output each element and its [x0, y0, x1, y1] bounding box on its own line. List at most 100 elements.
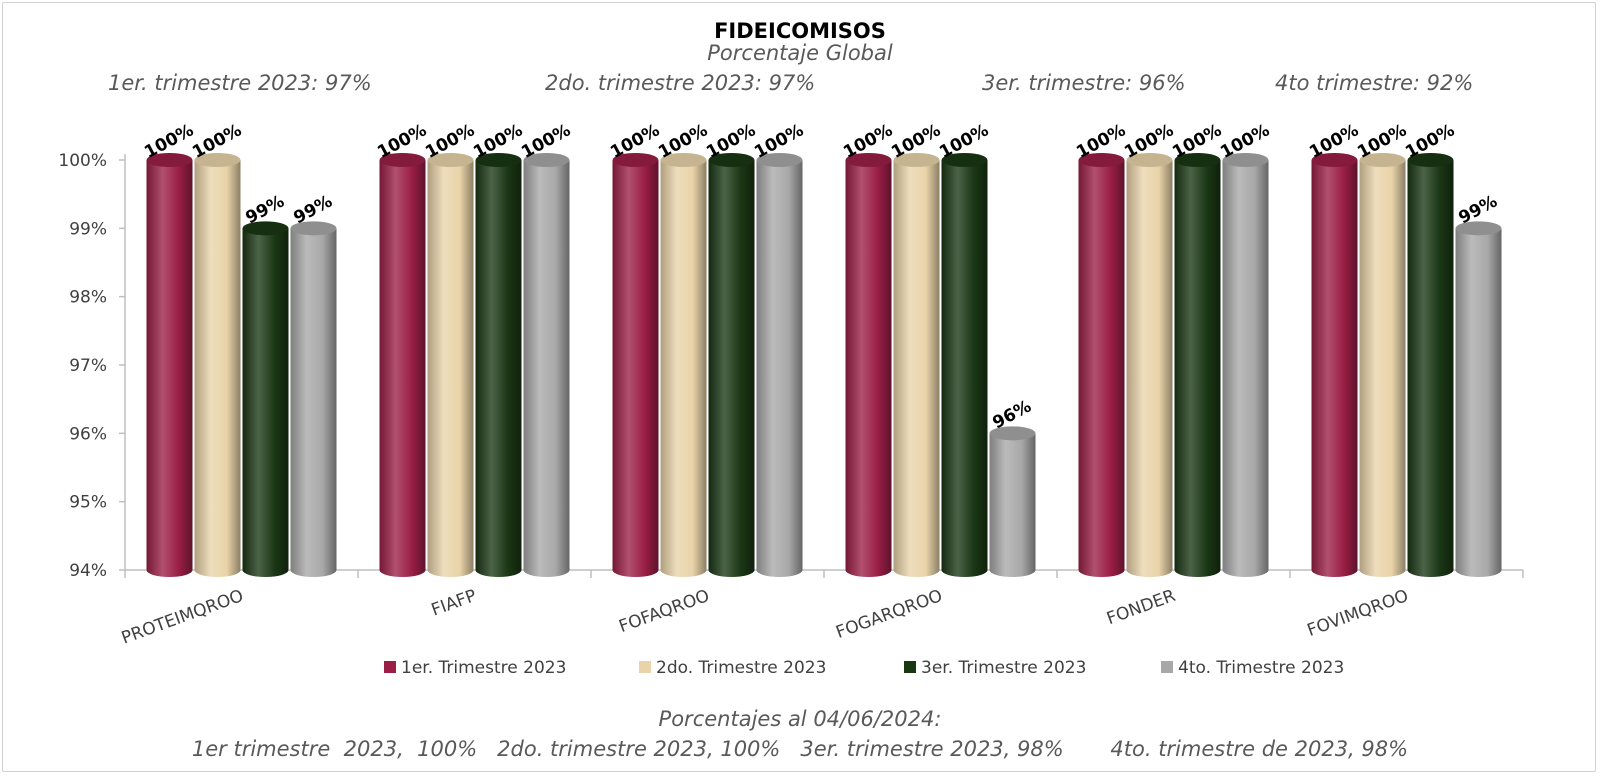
bar-top: [290, 221, 337, 236]
quarter-note-4: 4to trimestre: 92%: [1275, 71, 1473, 95]
legend-label: 3er. Trimestre 2023: [921, 658, 1086, 678]
bar: [989, 426, 1036, 577]
bar-body: [1174, 160, 1221, 577]
bar: [427, 153, 474, 577]
bar-body: [523, 160, 570, 577]
legend-item: 4to. Trimestre 2023: [1161, 658, 1344, 678]
bar-top: [242, 221, 289, 236]
x-category-label: FOVIMQROO: [1305, 586, 1412, 641]
bar-top: [1407, 153, 1454, 167]
bar-body: [1455, 228, 1502, 578]
bar-top: [427, 153, 474, 167]
y-tick-label: 95%: [69, 493, 107, 513]
y-tick-label: 94%: [69, 561, 107, 581]
bar-body: [379, 160, 426, 577]
bar: [242, 221, 289, 578]
bar: [194, 153, 241, 577]
bar-body: [242, 228, 289, 578]
legend-swatch: [639, 661, 651, 673]
x-category-label: FOFAQROO: [616, 586, 712, 637]
bar-top: [660, 153, 707, 167]
bar-top: [146, 153, 193, 167]
bar: [1078, 153, 1125, 577]
bar: [1455, 221, 1502, 578]
bar-top: [1359, 153, 1406, 167]
bar-body: [893, 160, 940, 577]
bar: [612, 153, 659, 577]
bar-top: [194, 153, 241, 167]
bar-body: [1359, 160, 1406, 577]
bar-top: [708, 153, 755, 167]
chart-subtitle: Porcentaje Global: [707, 41, 893, 65]
bar-body: [146, 160, 193, 577]
x-category-label: PROTEIMQROO: [119, 586, 246, 649]
bar: [1222, 153, 1269, 577]
bar-body: [708, 160, 755, 577]
bar-top: [379, 153, 426, 167]
bar: [893, 153, 940, 577]
legend-item: 1er. Trimestre 2023: [384, 658, 566, 678]
bar-top: [1078, 153, 1125, 167]
footer-line-1: Porcentajes al 04/06/2024:: [659, 707, 942, 731]
bar: [708, 153, 755, 577]
bar-top: [475, 153, 522, 167]
bar-top: [1455, 221, 1502, 236]
bar-top: [941, 153, 988, 167]
bar: [523, 153, 570, 577]
bar-body: [1126, 160, 1173, 577]
chart-title: FIDEICOMISOS: [714, 19, 886, 43]
bar-top: [1311, 153, 1358, 167]
bar-body: [660, 160, 707, 577]
bar: [941, 153, 988, 577]
legend-label: 4to. Trimestre 2023: [1178, 658, 1344, 678]
bar-body: [1078, 160, 1125, 577]
legend-item: 3er. Trimestre 2023: [904, 658, 1086, 678]
bar-top: [1222, 153, 1269, 167]
y-tick-label: 100%: [58, 151, 107, 171]
bar-body: [845, 160, 892, 577]
bar: [1359, 153, 1406, 577]
bar-body: [989, 433, 1036, 577]
quarter-note-2: 2do. trimestre 2023: 97%: [545, 71, 815, 95]
x-category-label: FONDER: [1104, 586, 1178, 629]
y-tick-label: 97%: [69, 356, 107, 376]
bar-body: [290, 228, 337, 578]
bar: [1407, 153, 1454, 577]
y-tick-label: 98%: [69, 288, 107, 308]
legend-swatch: [904, 661, 916, 673]
legend-swatch: [384, 661, 396, 673]
bar-body: [194, 160, 241, 577]
x-category-label: FOGARQROO: [833, 586, 945, 643]
bar-body: [1311, 160, 1358, 577]
bar-body: [475, 160, 522, 577]
bar-body: [612, 160, 659, 577]
y-tick-label: 96%: [69, 424, 107, 444]
bar-top: [612, 153, 659, 167]
bar-top: [893, 153, 940, 167]
x-category-label: FIAFP: [429, 586, 479, 621]
bar-top: [1174, 153, 1221, 167]
quarter-note-3: 3er. trimestre: 96%: [982, 71, 1186, 95]
bar: [660, 153, 707, 577]
legend-swatch: [1161, 661, 1173, 673]
bar: [379, 153, 426, 577]
bar: [1174, 153, 1221, 577]
bar: [845, 153, 892, 577]
y-tick-label: 99%: [69, 219, 107, 239]
bar-body: [941, 160, 988, 577]
bar: [146, 153, 193, 577]
quarter-note-1: 1er. trimestre 2023: 97%: [108, 71, 372, 95]
legend-label: 1er. Trimestre 2023: [401, 658, 566, 678]
bar: [756, 153, 803, 577]
bar-top: [845, 153, 892, 167]
bar-top: [756, 153, 803, 167]
footer-line-2: 1er trimestre 2023, 100% 2do. trimestre …: [192, 737, 1408, 761]
bar-body: [1407, 160, 1454, 577]
bar: [475, 153, 522, 577]
bar-top: [989, 426, 1036, 441]
bar-top: [523, 153, 570, 167]
bar-body: [1222, 160, 1269, 577]
bar-top: [1126, 153, 1173, 167]
